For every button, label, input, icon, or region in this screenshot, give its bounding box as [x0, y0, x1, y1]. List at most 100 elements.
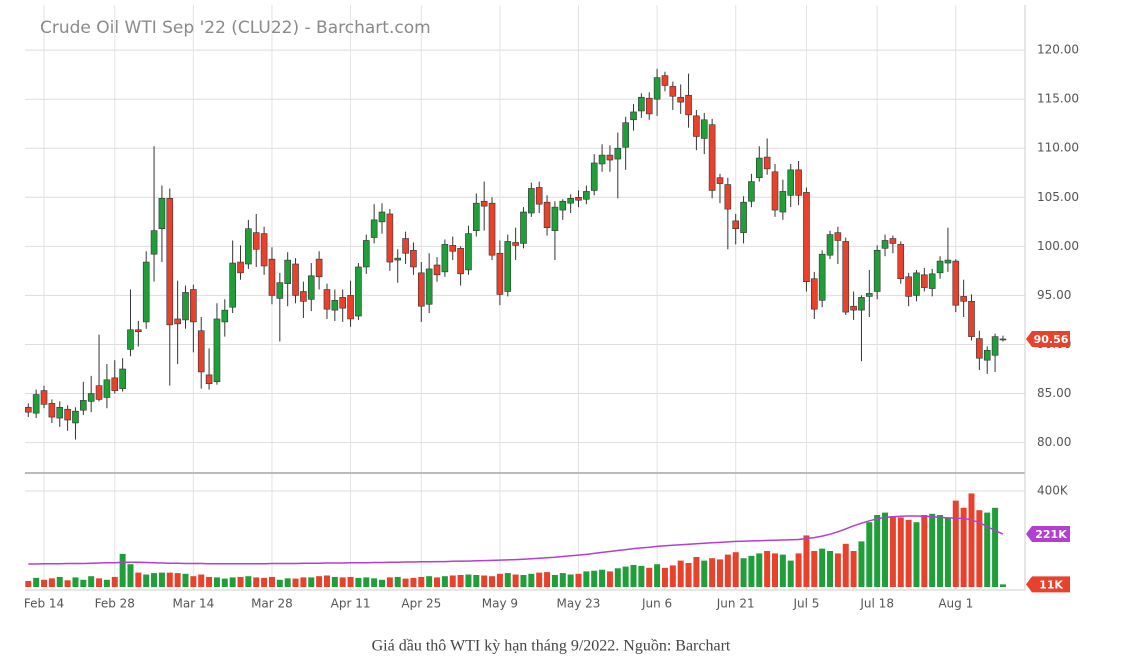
candle-body: [87, 393, 95, 402]
volume-bar: [64, 580, 71, 587]
volume-bar: [253, 577, 260, 587]
volume-bar: [850, 551, 857, 587]
volume-bar: [929, 513, 936, 587]
volume-bar: [606, 571, 613, 587]
candle-body: [983, 350, 991, 361]
candle-body: [402, 238, 409, 254]
volume-bar: [190, 576, 197, 587]
candle-body: [913, 272, 920, 296]
candle-body: [866, 293, 873, 297]
volume-bar: [685, 563, 692, 587]
volume-bar: [276, 579, 283, 587]
candle-body: [307, 275, 315, 300]
candle-body: [221, 309, 229, 323]
volume-bar: [740, 558, 747, 587]
volume-bar: [394, 576, 401, 587]
volume-bar: [567, 574, 574, 587]
candle-body: [142, 261, 150, 323]
value-badge-label: 11K: [1039, 578, 1063, 591]
volume-bar: [418, 576, 425, 587]
volume-bar: [300, 577, 307, 587]
candle-body: [504, 241, 512, 292]
candle-body: [653, 77, 661, 100]
volume-bar: [33, 577, 40, 587]
candle-body: [614, 147, 622, 160]
volume-bar: [308, 577, 315, 587]
volume-bar: [960, 507, 967, 587]
volume-bar: [441, 576, 448, 587]
volume-bar: [465, 574, 472, 587]
volume-bar: [834, 553, 841, 587]
volume-bar: [174, 573, 181, 587]
y-tick-label: 120.00: [1037, 43, 1079, 57]
volume-bar: [371, 578, 378, 587]
candle-body: [135, 329, 142, 333]
candle-body: [630, 111, 637, 121]
candle-body: [496, 252, 504, 295]
candle-body: [787, 169, 795, 196]
volume-bar: [646, 567, 653, 587]
candle-body: [315, 258, 323, 278]
volume-bar: [583, 571, 590, 587]
volume-bar: [693, 557, 700, 587]
volume-bar: [882, 512, 889, 587]
candle-body: [268, 258, 276, 296]
candle-body: [174, 318, 181, 325]
volume-bar: [292, 578, 299, 587]
volume-bar: [630, 564, 637, 587]
volume-bar: [795, 553, 802, 587]
candle-body: [425, 268, 433, 305]
candle-body: [567, 197, 574, 204]
volume-bar: [551, 575, 558, 587]
x-tick-label: Jul 18: [859, 597, 894, 611]
volume-bar: [976, 510, 983, 587]
volume-bar: [842, 543, 849, 587]
candle-body: [881, 240, 889, 249]
volume-bar: [363, 577, 370, 587]
candle-body: [182, 292, 189, 321]
candle-body: [32, 394, 40, 414]
x-tick-label: Apr 25: [401, 597, 441, 611]
volume-bar: [48, 578, 55, 587]
volume-bar: [323, 575, 330, 587]
candle-body: [331, 300, 339, 311]
volume-bar: [544, 572, 551, 587]
volume-bar: [669, 565, 676, 587]
volume-bar: [198, 574, 205, 587]
volume-bar: [811, 551, 818, 587]
candle-body: [252, 232, 260, 250]
candle-body: [441, 244, 449, 273]
candle-body: [622, 122, 629, 148]
x-tick-label: Mar 28: [251, 597, 293, 611]
volume-bar: [866, 522, 873, 587]
candle-body: [638, 96, 645, 112]
volume-bar: [339, 577, 346, 587]
y-tick-label: 85.00: [1037, 386, 1071, 400]
volume-ma-line: [28, 515, 1004, 565]
volume-bar: [512, 574, 519, 587]
volume-bar: [827, 551, 834, 587]
candle-body: [197, 330, 205, 373]
volume-bar: [135, 572, 142, 587]
candle-body: [543, 201, 551, 229]
candle-body: [732, 220, 740, 229]
volume-bar: [528, 573, 535, 587]
volume-bar: [937, 515, 944, 587]
y-tick-label: 105.00: [1037, 190, 1079, 204]
volume-bar: [103, 579, 110, 587]
caption: Giá dầu thô WTI kỳ hạn tháng 9/2022. Ngu…: [372, 638, 731, 655]
candle-body: [771, 171, 779, 211]
candle-body: [858, 297, 865, 311]
volume-bar: [25, 581, 32, 587]
volume-bar: [457, 575, 464, 587]
candle-body: [394, 257, 402, 261]
candle-body: [80, 400, 87, 411]
candle-body: [292, 263, 299, 296]
volume-bar: [905, 519, 912, 587]
candle-body: [237, 261, 244, 274]
candle-body: [535, 187, 543, 205]
volume-bar: [764, 551, 771, 587]
volume-bar: [41, 579, 48, 587]
volume-bar: [874, 515, 881, 587]
